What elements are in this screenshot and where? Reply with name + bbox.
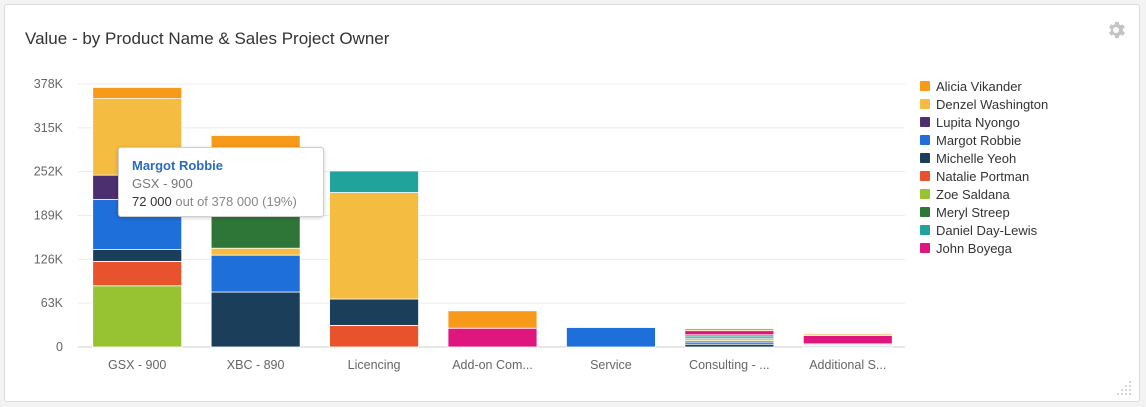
tooltip-series-name: Margot Robbie bbox=[132, 158, 223, 173]
y-tick-label: 189K bbox=[34, 209, 64, 223]
x-tick-label: Service bbox=[590, 358, 632, 372]
legend-swatch bbox=[920, 117, 930, 127]
legend-label: Zoe Saldana bbox=[936, 186, 1010, 202]
legend-label: Margot Robbie bbox=[936, 132, 1022, 148]
x-tick-label: Consulting - ... bbox=[689, 358, 770, 372]
y-tick-label: 378K bbox=[34, 77, 64, 91]
legend-label: Alicia Vikander bbox=[936, 78, 1022, 94]
bar-segment[interactable] bbox=[447, 310, 538, 329]
x-tick-label: Additional S... bbox=[809, 358, 886, 372]
legend-swatch bbox=[920, 171, 930, 181]
legend-label: Daniel Day-Lewis bbox=[936, 222, 1038, 238]
y-tick-label: 252K bbox=[34, 165, 64, 179]
bar-segment[interactable] bbox=[92, 285, 183, 348]
gear-icon[interactable] bbox=[1105, 19, 1127, 41]
y-tick-label: 63K bbox=[41, 296, 64, 310]
y-tick-label: 0 bbox=[56, 340, 63, 354]
tooltip-category: GSX - 900 bbox=[132, 176, 193, 191]
x-tick-label: Add-on Com... bbox=[452, 358, 533, 372]
legend-item[interactable]: Margot Robbie bbox=[920, 131, 1048, 149]
legend-label: Michelle Yeoh bbox=[936, 150, 1017, 166]
bar-segment[interactable] bbox=[684, 328, 775, 332]
resize-handle-icon[interactable] bbox=[1117, 379, 1133, 395]
bar-segment[interactable] bbox=[92, 261, 183, 287]
bar-segment[interactable] bbox=[684, 330, 775, 336]
legend-item[interactable]: Daniel Day-Lewis bbox=[920, 221, 1048, 239]
legend-label: Meryl Streep bbox=[936, 204, 1010, 220]
bar-segment[interactable] bbox=[329, 298, 419, 326]
stacked-bar-chart: 0 63K 126K 189K 252K 315K 378K GSX - 900 XBC - 8… bbox=[34, 77, 905, 372]
bar-segment[interactable] bbox=[684, 343, 775, 348]
tooltip-out-of: out of 378 000 (19%) bbox=[175, 194, 297, 209]
legend-item[interactable]: Zoe Saldana bbox=[920, 185, 1048, 203]
bar-segment[interactable] bbox=[92, 87, 183, 100]
legend-label: Denzel Washington bbox=[936, 96, 1049, 112]
x-tick-label: GSX - 900 bbox=[108, 358, 166, 372]
bar-segment[interactable] bbox=[210, 291, 301, 348]
legend-swatch bbox=[920, 99, 930, 109]
legend-label: John Boyega bbox=[936, 240, 1012, 256]
bar-segment[interactable] bbox=[802, 333, 893, 336]
legend-swatch bbox=[920, 207, 930, 217]
legend-swatch bbox=[920, 243, 930, 253]
y-tick-label: 126K bbox=[34, 252, 64, 266]
legend-item[interactable]: Meryl Streep bbox=[920, 203, 1048, 221]
legend-swatch bbox=[920, 225, 930, 235]
bar-segment[interactable] bbox=[210, 254, 301, 293]
legend-label: Lupita Nyongo bbox=[936, 114, 1020, 130]
chart-tooltip: Margot Robbie GSX - 900 72 000 out of 37… bbox=[118, 147, 324, 217]
bar-segment[interactable] bbox=[447, 327, 538, 348]
tooltip-value: 72 000 bbox=[132, 194, 172, 209]
legend-item[interactable]: Alicia Vikander bbox=[920, 77, 1048, 95]
legend-item[interactable]: Denzel Washington bbox=[920, 95, 1048, 113]
bar-segment[interactable] bbox=[329, 192, 419, 300]
legend-label: Natalie Portman bbox=[936, 168, 1030, 184]
legend-item[interactable]: John Boyega bbox=[920, 239, 1048, 257]
x-tick-label: Licencing bbox=[348, 358, 401, 372]
bar-segment[interactable] bbox=[329, 170, 419, 193]
legend-swatch bbox=[920, 81, 930, 91]
chart-legend: Alicia Vikander Denzel Washington Lupita N… bbox=[920, 77, 1048, 257]
legend-swatch bbox=[920, 153, 930, 163]
bar-segment[interactable] bbox=[802, 335, 893, 345]
chart-title: Value - by Product Name & Sales Project … bbox=[25, 29, 390, 48]
x-tick-label: XBC - 890 bbox=[227, 358, 285, 372]
chart-card: Value - by Product Name & Sales Project … bbox=[4, 4, 1140, 402]
legend-item[interactable]: Lupita Nyongo bbox=[920, 113, 1048, 131]
bar-segment[interactable] bbox=[210, 247, 301, 256]
legend-item[interactable]: Natalie Portman bbox=[920, 167, 1048, 185]
legend-item[interactable]: Michelle Yeoh bbox=[920, 149, 1048, 167]
bar-segment[interactable] bbox=[92, 249, 183, 262]
legend-swatch bbox=[920, 189, 930, 199]
y-tick-label: 315K bbox=[34, 121, 64, 135]
bar-segment[interactable] bbox=[566, 327, 656, 348]
bar-segment[interactable] bbox=[329, 325, 419, 348]
legend-swatch bbox=[920, 135, 930, 145]
